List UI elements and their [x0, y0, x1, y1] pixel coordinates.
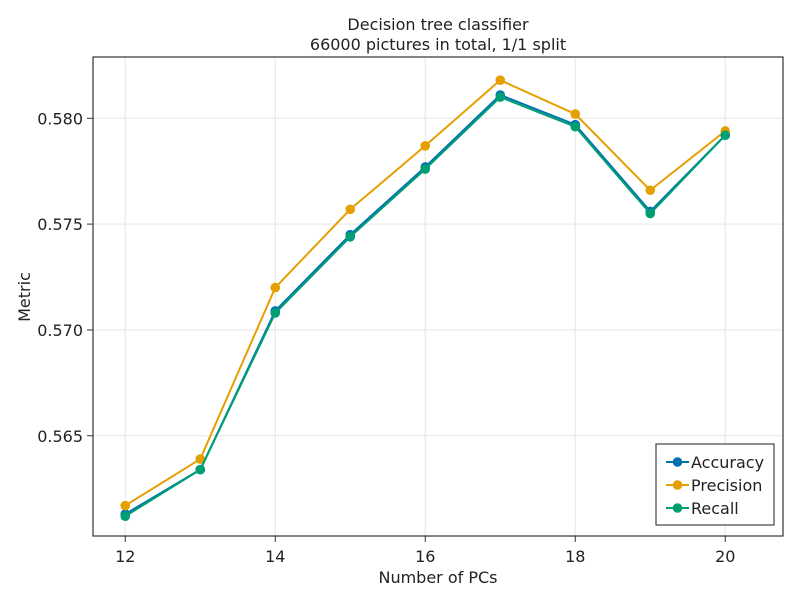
axis-ticks: 12 14 16 18 20 0.565 0.570 0.575 0.580: [37, 109, 735, 566]
data-point-precision: [420, 140, 431, 151]
x-tick-label: 18: [565, 547, 585, 566]
data-point-precision: [645, 185, 656, 196]
data-point-recall: [120, 511, 131, 522]
legend-label-accuracy: Accuracy: [691, 453, 764, 472]
legend-label-recall: Recall: [691, 499, 739, 518]
data-point-recall: [345, 232, 356, 242]
data-point-precision: [195, 454, 206, 464]
y-axis-label: Metric: [15, 272, 34, 322]
legend-item-accuracy: Accuracy: [666, 453, 764, 472]
x-tick-label: 14: [265, 547, 285, 566]
legend-item-recall: Recall: [666, 499, 739, 518]
legend-item-precision: Precision: [666, 476, 762, 495]
series-recall: [120, 92, 731, 522]
y-tick-label: 0.580: [37, 109, 83, 128]
data-point-precision: [270, 282, 281, 293]
legend-marker-accuracy: [672, 457, 683, 467]
data-point-precision: [495, 75, 506, 85]
legend-label-precision: Precision: [691, 476, 762, 495]
plot-frame: [92, 56, 784, 537]
data-point-recall: [270, 308, 281, 318]
data-point-precision: [345, 204, 356, 215]
data-point-precision: [570, 109, 581, 119]
chart-title: Decision tree classifier: [347, 15, 529, 34]
data-point-recall: [720, 130, 731, 141]
data-point-recall: [195, 464, 206, 475]
grid: [93, 57, 783, 536]
series-layer: [120, 75, 731, 522]
data-point-recall: [420, 164, 431, 174]
chart-subtitle: 66000 pictures in total, 1/1 split: [310, 35, 566, 54]
legend-marker-precision: [672, 480, 683, 490]
y-tick-label: 0.570: [37, 321, 83, 340]
x-axis-label: Number of PCs: [378, 568, 497, 587]
legend-marker-recall: [672, 503, 683, 513]
series-precision: [120, 75, 731, 511]
y-tick-label: 0.565: [37, 427, 83, 446]
x-tick-label: 12: [115, 547, 135, 566]
data-point-recall: [495, 92, 506, 102]
x-tick-label: 20: [715, 547, 735, 566]
data-point-recall: [570, 121, 581, 132]
data-point-precision: [120, 500, 131, 511]
x-tick-label: 16: [415, 547, 435, 566]
data-point-recall: [645, 208, 656, 219]
legend: Accuracy Precision Recall: [655, 443, 775, 526]
y-tick-label: 0.575: [37, 215, 83, 234]
